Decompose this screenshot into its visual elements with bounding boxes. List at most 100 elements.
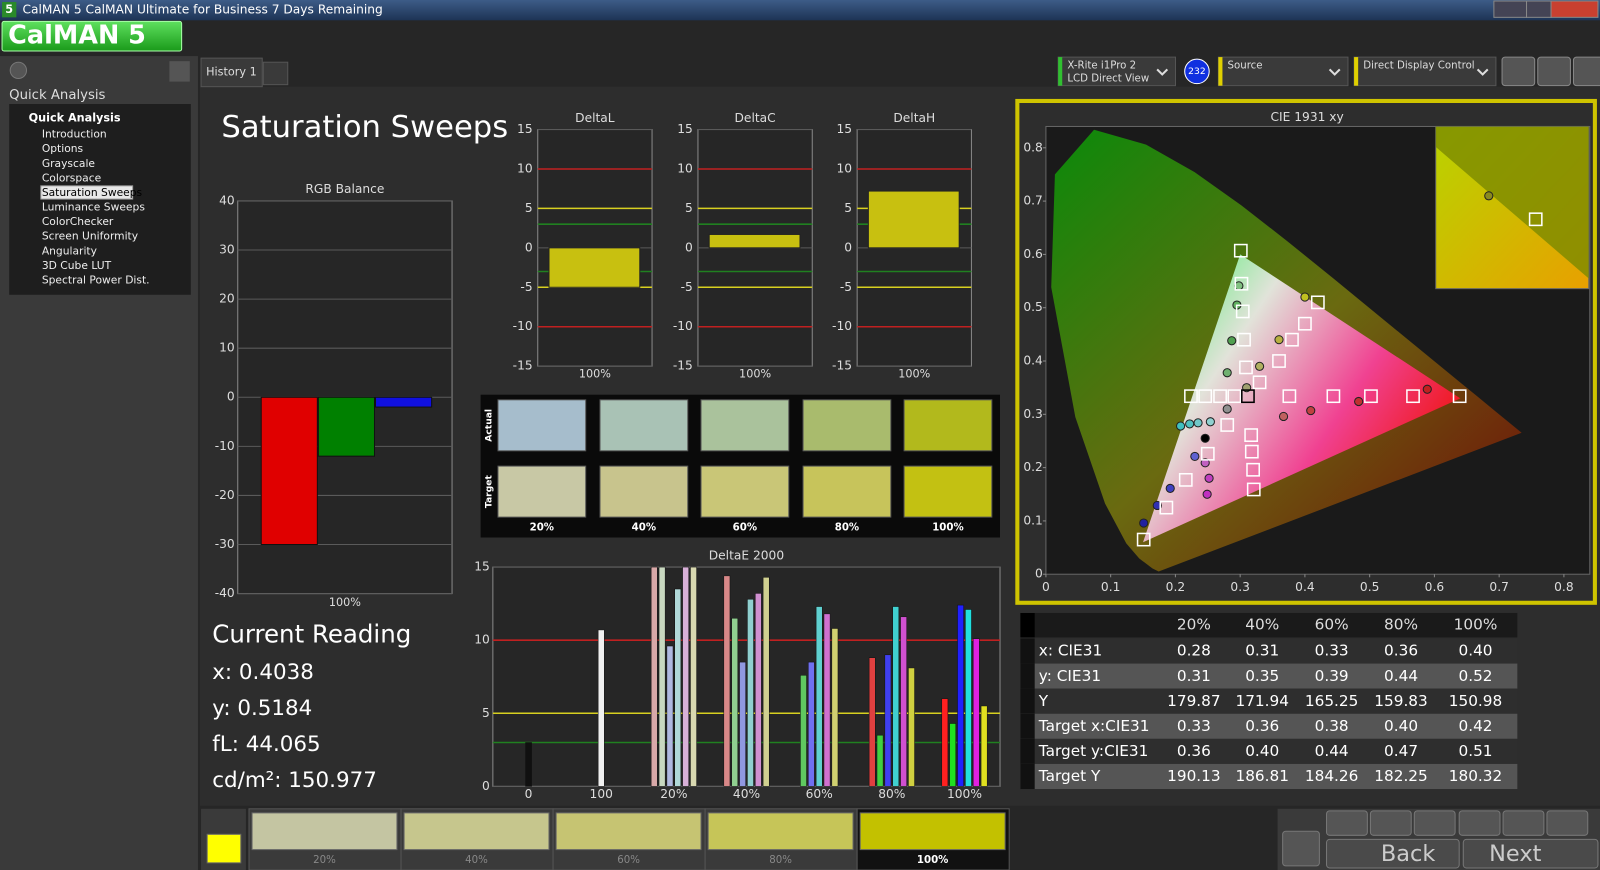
row-stub (1020, 688, 1035, 714)
sidebar-pin[interactable] (9, 61, 28, 80)
table-cell: 0.28 (1177, 642, 1211, 660)
bar (260, 396, 318, 546)
device-selector[interactable] (1057, 56, 1177, 87)
bar (666, 645, 674, 787)
device-accent (1058, 57, 1063, 86)
tree-item[interactable]: Angularity (42, 244, 98, 257)
sidebar-collapse[interactable] (169, 61, 190, 82)
maximize-button[interactable] (1526, 0, 1552, 18)
bar (597, 629, 605, 787)
table-cell: 179.87 (1167, 692, 1221, 710)
page-title: Saturation Sweeps (221, 110, 508, 145)
measured-point (1300, 292, 1310, 302)
device-selector[interactable] (1353, 56, 1497, 87)
target-point (1220, 418, 1235, 432)
row-stub (1020, 663, 1035, 689)
strip-swatch (859, 812, 1006, 851)
target-point (1406, 389, 1420, 404)
tree-item[interactable]: Options (42, 142, 84, 155)
minimize-button[interactable] (1493, 0, 1528, 18)
y-tick-label: -5 (520, 280, 532, 294)
tree-item[interactable]: Grayscale (42, 157, 96, 170)
table-header (1020, 612, 1518, 638)
tree-item[interactable]: Spectral Power Dist. (42, 273, 150, 286)
transport-button[interactable] (1413, 810, 1456, 836)
history-tab-label: History 1 (206, 65, 257, 78)
table-row (1020, 688, 1518, 714)
bar (690, 566, 697, 787)
row-stub (1020, 713, 1035, 739)
tree-item[interactable]: 3D Cube LUT (42, 259, 112, 272)
y-tick-label: 15 (677, 122, 693, 136)
bar (682, 566, 689, 787)
measured-point (1152, 500, 1162, 511)
tree-item[interactable]: Luminance Sweeps (42, 201, 145, 214)
transport-button[interactable] (1458, 810, 1501, 836)
tree-item[interactable]: Introduction (42, 128, 107, 141)
back-button[interactable] (1326, 838, 1460, 869)
device-badge-label: 232 (1188, 66, 1206, 77)
table-corner (1020, 612, 1035, 638)
zoom-gamut-edge (1435, 126, 1589, 279)
bar (867, 190, 960, 249)
app-icon (2, 2, 17, 18)
chart-title: DeltaE 2000 (709, 548, 784, 562)
toolbar-button[interactable] (1537, 56, 1571, 87)
row-stub (1020, 738, 1035, 764)
bar (831, 628, 839, 787)
tree-item[interactable]: Saturation Sweeps (42, 186, 143, 199)
target-point (1213, 389, 1227, 404)
logo-button[interactable] (1, 20, 183, 52)
color-swatch (497, 399, 587, 452)
color-swatch (802, 399, 892, 452)
target-point (1241, 389, 1255, 404)
table-cell: 165.25 (1305, 692, 1359, 710)
target-point (1272, 354, 1286, 368)
color-swatch (903, 399, 993, 452)
toolbar-button[interactable] (1572, 56, 1600, 87)
x-tick-label: 0 (525, 787, 533, 801)
y-tick-label: -15 (673, 359, 693, 373)
target-point (1310, 295, 1325, 310)
tree-item[interactable]: Colorspace (42, 171, 102, 184)
y-tick-label: 0.6 (1023, 247, 1043, 261)
transport-button[interactable] (1546, 810, 1589, 836)
table-cell: 0.31 (1245, 642, 1279, 660)
transport-button[interactable] (1326, 810, 1368, 836)
dropdown-arrow (1328, 68, 1341, 76)
bar (723, 575, 731, 787)
history-tab[interactable] (200, 57, 263, 88)
transport-button[interactable] (1369, 810, 1412, 836)
tree-group[interactable]: Quick Analysis (29, 111, 121, 124)
close-button[interactable] (1550, 0, 1599, 18)
swatch-row-label: Actual (483, 409, 494, 442)
table-cell: 171.94 (1235, 692, 1289, 710)
measured-point (1202, 489, 1212, 499)
toolbar-button[interactable] (1501, 56, 1536, 87)
strip-swatch (555, 812, 702, 851)
bar (650, 566, 658, 787)
tree-item[interactable]: ColorChecker (42, 215, 114, 228)
measured-point (1227, 336, 1237, 346)
device-name: Source (1228, 60, 1263, 71)
current-color (206, 833, 242, 864)
stop-button[interactable] (1282, 830, 1320, 867)
next-button[interactable] (1462, 838, 1599, 869)
bar (823, 613, 831, 787)
target-point (1244, 428, 1259, 442)
y-tick-label: 0.8 (1023, 140, 1042, 154)
device-selector[interactable] (1217, 56, 1349, 87)
target-point (1282, 389, 1297, 404)
target-point (1227, 389, 1242, 404)
bar (755, 593, 762, 787)
chart-title: DeltaC (735, 111, 776, 125)
tree-item[interactable]: Screen Uniformity (42, 230, 139, 243)
x-tick-label: 0.8 (1554, 580, 1573, 594)
add-tab[interactable] (262, 61, 289, 86)
table-cell: 0.51 (1458, 742, 1492, 760)
color-swatch (599, 465, 689, 518)
transport-button[interactable] (1502, 810, 1545, 836)
bar (658, 566, 666, 787)
target-point (1136, 532, 1151, 547)
